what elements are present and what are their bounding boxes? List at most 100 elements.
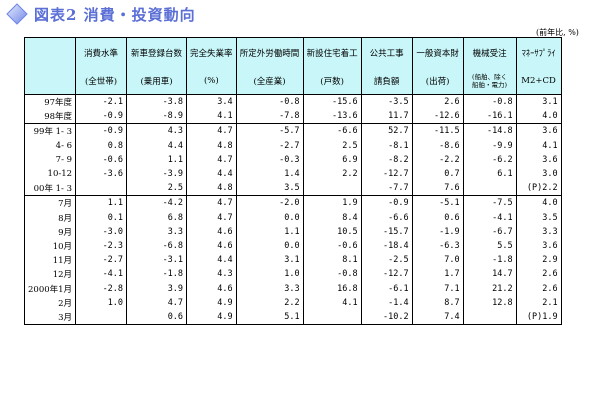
table-row: 3月 0.6 4.9 5.1 -10.2 7.4 (P)1.9 [23,309,562,325]
table-cell: -1.8 [462,253,517,268]
table-cell: -12.6 [411,109,464,124]
column-subheader: (出荷) [411,68,464,95]
table-cell: -0.6 [302,238,362,254]
table-cell: 11.7 [360,109,413,124]
table-cell: -7.7 [360,181,413,196]
table-row: 8月 0.1 6.8 4.7 0.0 8.4 -6.6 0.6 -4.1 3.5 [23,210,562,225]
table-cell: 7.4 [411,309,464,325]
table-cell: -5.7 [235,123,304,139]
column-subheader: (船舶、除く 船舶・電力) [462,68,517,95]
table-cell: -14.8 [462,123,517,139]
column-subheader: (%) [186,68,237,95]
table-cell: -1.9 [411,224,464,239]
column-header: 一般資本財 [411,37,464,68]
table-cell: 4.9 [186,295,237,310]
table-cell: 2.5 [126,181,188,196]
table-cell [75,309,128,325]
table-cell: 4.1 [515,138,562,153]
table-cell: 4.1 [302,295,362,310]
table-header: 消費水準 新車登録台数 完全失業率 所定外労働時間 新設住宅着工 公共工事 一般資本財 機械受… [23,37,562,95]
table-cell: 52.7 [360,123,413,139]
row-label: 97年度 [23,94,77,110]
table-cell: -10.2 [360,309,413,325]
table-cell: -3.9 [126,166,188,182]
table-cell: -18.4 [360,238,413,254]
table-cell: -7.5 [462,195,517,211]
table-cell: 14.7 [462,267,517,282]
table-cell: -5.1 [411,195,464,211]
table-cell: 2.9 [515,253,562,268]
table-cell: 1.9 [302,195,362,211]
table-cell: 12.8 [462,295,517,310]
table-cell: -16.1 [462,109,517,124]
row-label: 12月 [23,267,77,282]
table-cell: 21.2 [462,281,517,296]
column-header: 公共工事 [360,37,413,68]
table-cell: 0.1 [75,210,128,225]
table-cell: 4.7 [186,210,237,225]
table-cell: 1.7 [411,267,464,282]
table-cell: 1.1 [235,224,304,239]
row-label: 10月 [23,238,77,254]
table-cell: -2.7 [75,253,128,268]
table-cell: 8.7 [411,295,464,310]
table-body: 97年度 -2.1 -3.8 3.4 -0.8 -15.6 -3.5 2.6 -0.8 3.1 98… [23,94,562,325]
column-subheader: M2+CD [515,68,562,95]
table-cell: -0.3 [235,152,304,167]
table-cell: -8.2 [360,152,413,167]
title-area: 図表2 消費・投資動向 [6,2,196,26]
table-cell: 7.0 [411,253,464,268]
table-cell: -6.6 [360,210,413,225]
table-cell: -0.8 [235,94,304,110]
table-cell: -1.4 [360,295,413,310]
table-cell: (P)2.2 [515,181,562,196]
row-label: 8月 [23,210,77,225]
table-row: 7- 9 -0.6 1.1 4.7 -0.3 6.9 -8.2 -2.2 -6.2 3.6 [23,152,562,167]
table-cell: 1.0 [235,267,304,282]
column-header: 完全失業率 [186,37,237,68]
table-cell: 3.0 [515,166,562,182]
row-label: 11月 [23,253,77,268]
table-cell: -0.8 [302,267,362,282]
table-cell: -0.9 [75,123,128,139]
table-cell [462,181,517,196]
table-cell: 1.1 [126,152,188,167]
row-label: 10-12 [23,166,77,182]
table-cell: 2.6 [515,267,562,282]
table-row: 10-12 -3.6 -3.9 4.4 1.4 2.2 -12.7 0.7 6.1 3.0 [23,166,562,182]
table-cell: 2.6 [411,94,464,110]
table-cell: -2.1 [75,94,128,110]
table-cell: -11.5 [411,123,464,139]
table-cell: 3.9 [126,281,188,296]
table-cell: -6.6 [302,123,362,139]
table-cell: 5.1 [235,309,304,325]
table-row: 9月 -3.0 3.3 4.6 1.1 10.5 -15.7 -1.9 -6.7 3.3 [23,224,562,239]
table-cell: -0.8 [462,94,517,110]
table-cell [75,181,128,196]
row-label: 2000年1月 [23,281,77,296]
table-cell: 4.7 [126,295,188,310]
column-header: 所定外労働時間 [235,37,304,68]
table-cell: -2.5 [360,253,413,268]
table-cell: 3.5 [515,210,562,225]
table-cell: -12.7 [360,166,413,182]
table-cell: 4.0 [515,195,562,211]
table-cell: -7.8 [235,109,304,124]
data-table: 消費水準 新車登録台数 完全失業率 所定外労働時間 新設住宅着工 公共工事 一般資本財 機械受… [23,37,562,325]
table-cell: 4.0 [515,109,562,124]
table-cell: 4.4 [186,253,237,268]
table-cell [302,181,362,196]
table-cell: 2.5 [302,138,362,153]
table-cell: -15.6 [302,94,362,110]
table-cell: 2.1 [515,295,562,310]
table-cell: -6.2 [462,152,517,167]
table-cell: 16.8 [302,281,362,296]
table-cell: -2.0 [235,195,304,211]
table-cell: -8.1 [360,138,413,153]
table-cell: -3.8 [126,94,188,110]
column-header: 新車登録台数 [126,37,188,68]
table-cell: -2.8 [75,281,128,296]
table-cell: -6.3 [411,238,464,254]
column-subheader: (全世帯) [75,68,128,95]
table-cell: 4.7 [186,123,237,139]
